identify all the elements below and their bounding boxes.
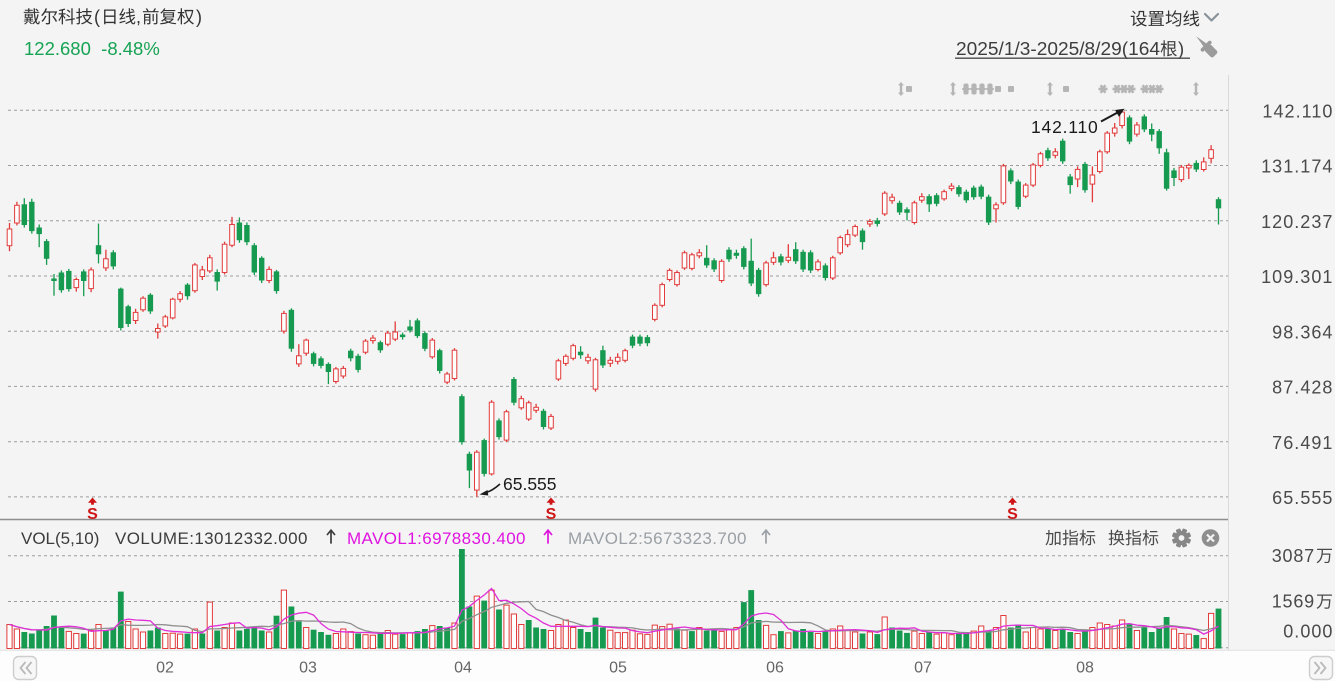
svg-text:07: 07 bbox=[914, 660, 932, 677]
svg-text:): ) bbox=[196, 7, 202, 27]
svg-text:122.680 -8.48%: 122.680 -8.48% bbox=[24, 38, 160, 59]
svg-text:120.237: 120.237 bbox=[1261, 212, 1333, 232]
svg-text:87.428: 87.428 bbox=[1272, 378, 1333, 398]
svg-text:MAVOL2:5673323.700: MAVOL2:5673323.700 bbox=[568, 529, 747, 548]
svg-text:142.110: 142.110 bbox=[1031, 117, 1099, 137]
svg-text:0.000: 0.000 bbox=[1283, 622, 1333, 642]
svg-text:05: 05 bbox=[609, 660, 627, 677]
svg-text:142.110: 142.110 bbox=[1262, 102, 1333, 122]
svg-text:04: 04 bbox=[454, 660, 472, 677]
svg-text:VOLUME:13012332.000: VOLUME:13012332.000 bbox=[115, 529, 308, 548]
svg-text:3087: 3087 bbox=[1272, 546, 1315, 566]
svg-text:76.491: 76.491 bbox=[1272, 433, 1333, 453]
svg-text:VOL(5,10): VOL(5,10) bbox=[21, 529, 99, 548]
svg-text:S: S bbox=[1007, 506, 1018, 523]
svg-text:65.555: 65.555 bbox=[1272, 488, 1333, 508]
svg-text:2025/1/3-2025/8/29(164: 2025/1/3-2025/8/29(164 bbox=[956, 38, 1160, 59]
svg-text:(: ( bbox=[94, 7, 100, 27]
svg-text:08: 08 bbox=[1076, 660, 1094, 677]
svg-text:): ) bbox=[1178, 38, 1184, 59]
svg-text:02: 02 bbox=[156, 660, 174, 677]
svg-text:06: 06 bbox=[766, 660, 784, 677]
svg-text:S: S bbox=[546, 506, 557, 523]
svg-text:65.555: 65.555 bbox=[503, 474, 557, 494]
svg-text:MAVOL1:6978830.400: MAVOL1:6978830.400 bbox=[347, 529, 526, 548]
svg-text:131.174: 131.174 bbox=[1261, 157, 1333, 177]
svg-text:03: 03 bbox=[299, 660, 317, 677]
svg-text:,: , bbox=[136, 7, 141, 27]
svg-text:109.301: 109.301 bbox=[1261, 267, 1333, 287]
svg-text:1569: 1569 bbox=[1272, 592, 1315, 612]
svg-text:S: S bbox=[87, 506, 98, 523]
svg-text:98.364: 98.364 bbox=[1272, 322, 1333, 342]
